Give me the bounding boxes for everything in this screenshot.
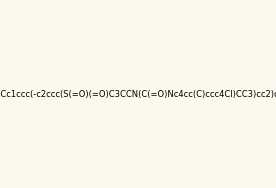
- Text: N#Cc1ccc(-c2ccc(S(=O)(=O)C3CCN(C(=O)Nc4cc(C)ccc4Cl)CC3)cc2)cc1: N#Cc1ccc(-c2ccc(S(=O)(=O)C3CCN(C(=O)Nc4c…: [0, 89, 276, 99]
